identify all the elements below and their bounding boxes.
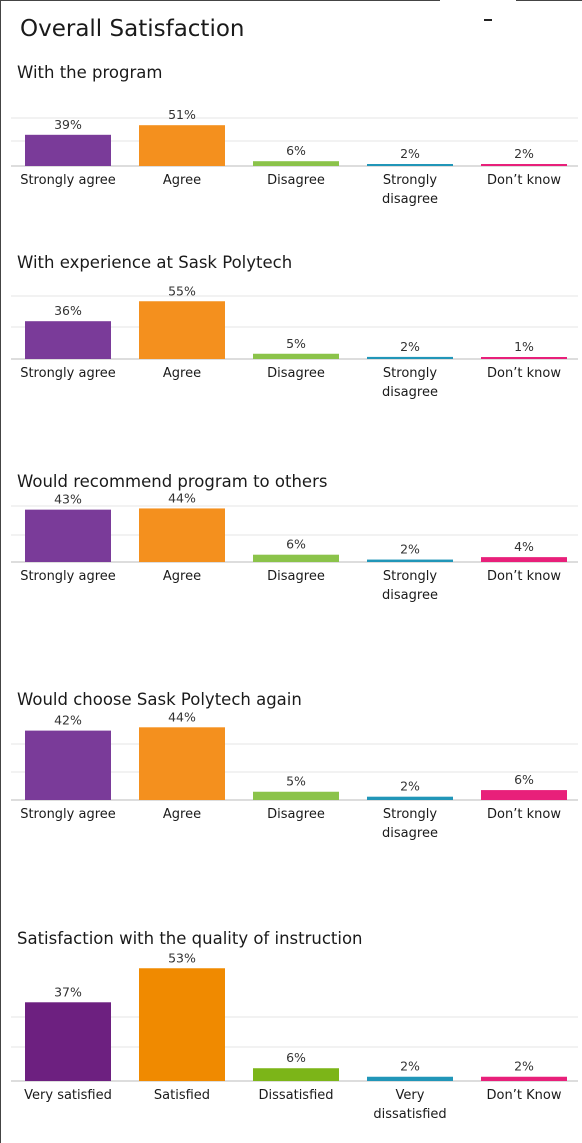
bar (481, 557, 567, 562)
category-label: Strongly disagree (382, 807, 438, 841)
category-label: Don’t know (487, 173, 561, 188)
data-label: 5% (286, 774, 306, 789)
bar (25, 509, 111, 562)
frame-top-border-right (516, 0, 582, 1)
bar (139, 508, 225, 562)
data-label: 2% (400, 542, 420, 557)
bar (481, 790, 567, 800)
category-label: Disagree (267, 173, 325, 188)
category-label: Strongly agree (20, 807, 116, 822)
data-label: 4% (514, 539, 534, 554)
data-label: 5% (286, 336, 306, 351)
data-label: 2% (400, 146, 420, 161)
bar (25, 321, 111, 359)
bar (25, 730, 111, 800)
bar (253, 161, 339, 166)
bar-chart-choose-again: 42% Strongly agree 44% Agree 5% Disagree 2% Str… (11, 709, 578, 841)
bar (253, 1068, 339, 1081)
data-label: 43% (54, 492, 82, 507)
category-label: Strongly disagree (382, 569, 438, 603)
bar (253, 353, 339, 359)
category-label: Don’t know (487, 807, 561, 822)
category-label: Strongly agree (20, 173, 116, 188)
dash-marker (484, 19, 492, 21)
data-label: 37% (54, 984, 82, 999)
category-label: Dissatisfied (258, 1088, 333, 1103)
category-label: Agree (163, 173, 201, 188)
data-label: 44% (168, 490, 196, 505)
data-label: 36% (54, 303, 82, 318)
data-label: 55% (168, 283, 196, 298)
chart-title: With the program (17, 63, 163, 82)
bar (25, 1002, 111, 1081)
data-label: 2% (400, 1059, 420, 1074)
bar (367, 164, 453, 166)
data-label: 53% (168, 950, 196, 965)
data-label: 51% (168, 107, 196, 122)
frame-top-border (0, 0, 440, 1)
bar-chart-instruction: 37% Very satisfied 53% Satisfied 6% Dissatisf… (11, 950, 578, 1122)
category-label: Don’t Know (487, 1088, 562, 1103)
category-label: Very satisfied (24, 1088, 112, 1103)
data-label: 6% (286, 1050, 306, 1065)
bar (25, 134, 111, 166)
category-label: Satisfied (154, 1088, 210, 1103)
data-label: 2% (400, 339, 420, 354)
category-label: Disagree (267, 569, 325, 584)
bar (367, 559, 453, 562)
page-title: Overall Satisfaction (20, 16, 245, 42)
chart-title: Satisfaction with the quality of instruc… (17, 929, 363, 948)
bar (253, 791, 339, 800)
data-label: 6% (514, 772, 534, 787)
category-label: Strongly agree (20, 569, 116, 584)
category-label: Agree (163, 569, 201, 584)
bar (139, 301, 225, 359)
data-label: 6% (286, 537, 306, 552)
category-label: Disagree (267, 807, 325, 822)
category-label: Strongly agree (20, 366, 116, 381)
category-label: Don’t know (487, 569, 561, 584)
chart-title: Would recommend program to others (17, 472, 328, 491)
data-label: 2% (514, 1059, 534, 1074)
data-label: 2% (514, 146, 534, 161)
bar-chart-recommend: 43% Strongly agree 44% Agree 6% Disagree 2% Str… (11, 490, 578, 603)
category-label: Agree (163, 807, 201, 822)
data-label: 42% (54, 713, 82, 728)
bar (367, 1076, 453, 1081)
bar (481, 1076, 567, 1081)
bar (139, 968, 225, 1081)
bar (481, 357, 567, 359)
data-label: 6% (286, 143, 306, 158)
data-label: 1% (514, 339, 534, 354)
bar (139, 125, 225, 166)
data-label: 2% (400, 779, 420, 794)
chart-title: Would choose Sask Polytech again (17, 690, 302, 709)
bar (481, 164, 567, 166)
category-label: Agree (163, 366, 201, 381)
bar (253, 554, 339, 562)
frame-left-border (0, 0, 1, 1143)
category-label: Don’t know (487, 366, 561, 381)
bar (367, 796, 453, 800)
bar-chart-experience: 36% Strongly agree 55% Agree 5% Disagree 2% Str… (11, 283, 578, 400)
category-label: Strongly disagree (382, 173, 438, 207)
data-label: 39% (54, 117, 82, 132)
bar-chart-program: 39% Strongly agree 51% Agree 6% Disagree 2% Str… (11, 107, 578, 207)
category-label: Disagree (267, 366, 325, 381)
category-label: Very dissatisfied (373, 1088, 446, 1122)
bar (367, 356, 453, 359)
data-label: 44% (168, 709, 196, 724)
category-label: Strongly disagree (382, 366, 438, 400)
bar (139, 727, 225, 800)
chart-title: With experience at Sask Polytech (17, 253, 293, 272)
